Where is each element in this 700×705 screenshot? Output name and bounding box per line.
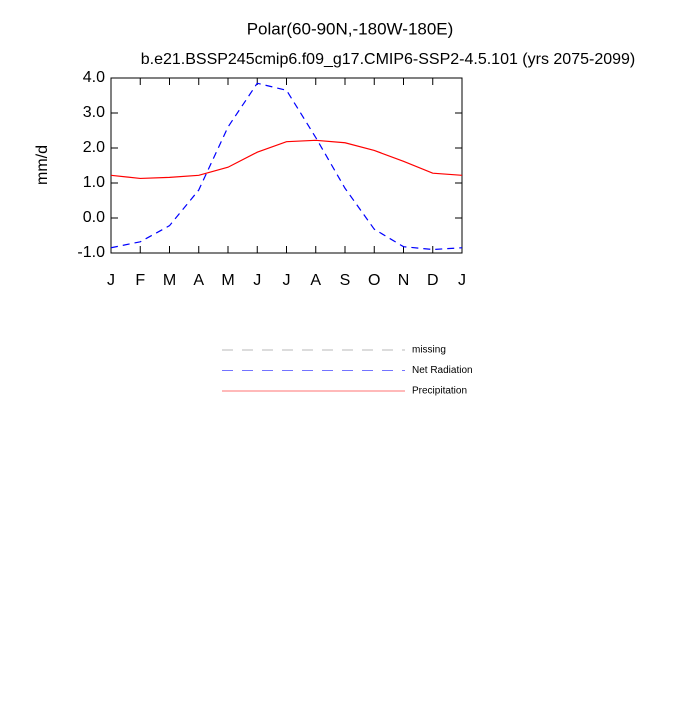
x-tick-label: J: [283, 272, 291, 289]
x-tick-label: F: [135, 272, 145, 289]
y-tick-label: 1.0: [83, 174, 105, 191]
x-tick-label: S: [340, 272, 351, 289]
x-tick-label: M: [221, 272, 234, 289]
x-tick-label: N: [398, 272, 410, 289]
x-tick-label: A: [310, 272, 321, 289]
x-tick-label: J: [107, 272, 115, 289]
x-tick-label: D: [427, 272, 439, 289]
y-axis-label: mm/d: [34, 145, 51, 185]
x-tick-label: M: [163, 272, 176, 289]
x-tick-label: O: [368, 272, 380, 289]
y-tick-label: 2.0: [83, 139, 105, 156]
plot-frame: [110, 77, 463, 254]
chart-title: Polar(60-90N,-180W-180E): [247, 19, 454, 38]
legend-label: missing: [412, 345, 446, 356]
x-tick-label: A: [193, 272, 204, 289]
y-tick-label: 0.0: [83, 209, 105, 226]
legend-label: Precipitation: [412, 386, 467, 397]
series-line: [110, 139, 463, 180]
y-tick-label: 3.0: [83, 104, 105, 121]
y-tick-label: 4.0: [83, 69, 105, 86]
y-tick-label: -1.0: [77, 244, 105, 261]
legend-label: Net Radiation: [412, 365, 473, 376]
x-tick-label: J: [253, 272, 261, 289]
series-line: [110, 82, 463, 251]
x-tick-label: J: [458, 272, 466, 289]
chart-subtitle: b.e21.BSSP245cmip6.f09_g17.CMIP6-SSP2-4.…: [141, 51, 636, 68]
